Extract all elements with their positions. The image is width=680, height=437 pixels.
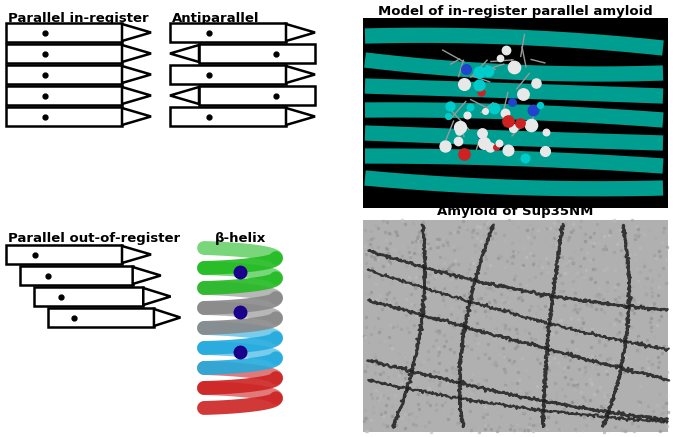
Text: Parallel out-of-register: Parallel out-of-register — [8, 232, 180, 245]
Polygon shape — [170, 23, 286, 42]
Polygon shape — [6, 107, 122, 126]
Text: Model of in-register parallel amyloid: Model of in-register parallel amyloid — [378, 5, 653, 18]
Polygon shape — [286, 108, 315, 125]
Text: Antiparallel: Antiparallel — [172, 12, 260, 25]
Polygon shape — [170, 45, 199, 62]
Polygon shape — [199, 44, 315, 63]
Polygon shape — [286, 66, 315, 83]
Polygon shape — [154, 309, 180, 326]
Polygon shape — [6, 86, 122, 105]
Polygon shape — [170, 87, 199, 104]
Text: Amyloid of Sup35NM: Amyloid of Sup35NM — [437, 205, 594, 218]
Bar — [363, 18, 668, 208]
Polygon shape — [6, 44, 122, 63]
Bar — [363, 220, 668, 432]
Polygon shape — [48, 308, 154, 327]
Text: β-helix: β-helix — [214, 232, 266, 245]
Polygon shape — [6, 23, 122, 42]
Polygon shape — [143, 288, 171, 305]
Polygon shape — [122, 45, 151, 62]
Polygon shape — [170, 107, 286, 126]
Polygon shape — [122, 108, 151, 125]
Polygon shape — [34, 287, 143, 306]
Polygon shape — [6, 245, 122, 264]
Polygon shape — [170, 65, 286, 84]
Polygon shape — [199, 86, 315, 105]
Text: Parallel in-register: Parallel in-register — [8, 12, 149, 25]
Polygon shape — [122, 87, 151, 104]
Polygon shape — [122, 66, 151, 83]
Polygon shape — [6, 65, 122, 84]
Polygon shape — [20, 266, 133, 285]
Polygon shape — [122, 246, 151, 263]
Polygon shape — [122, 24, 151, 41]
Polygon shape — [133, 267, 160, 284]
Polygon shape — [286, 24, 315, 41]
